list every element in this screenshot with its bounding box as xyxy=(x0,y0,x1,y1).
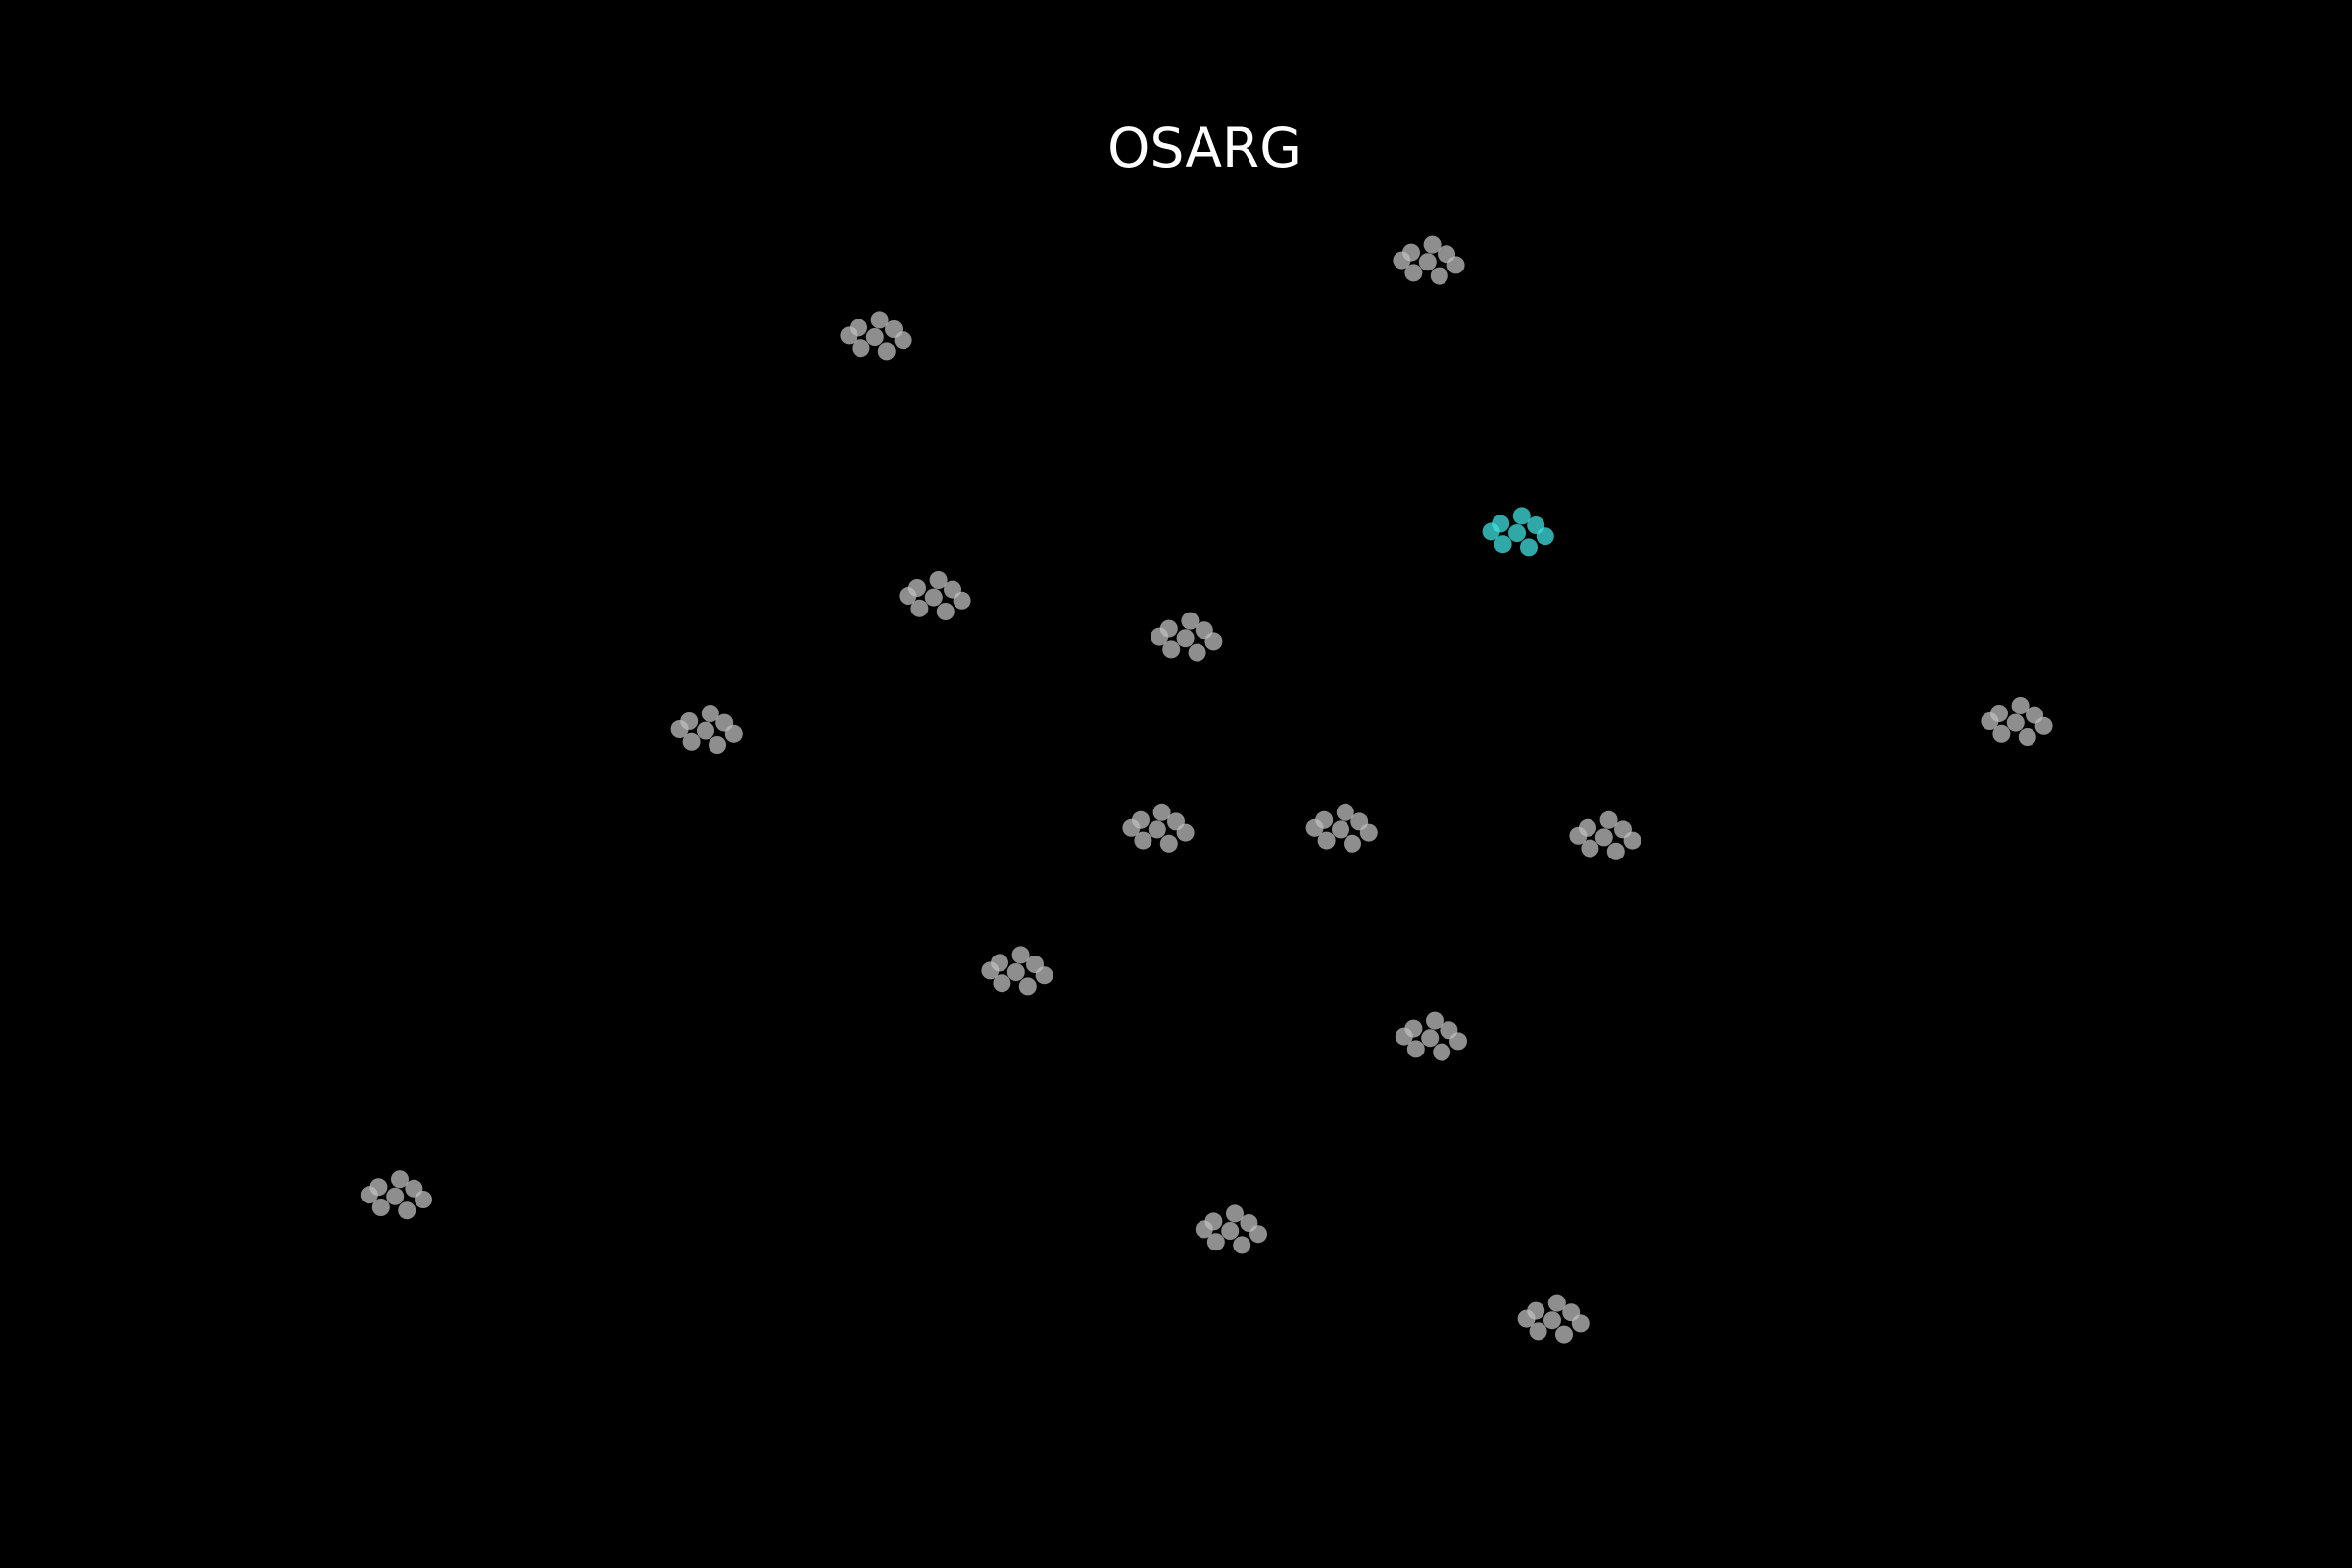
point xyxy=(1359,823,1378,842)
point xyxy=(360,1186,378,1204)
point xyxy=(1430,267,1448,285)
point xyxy=(398,1201,416,1220)
point xyxy=(1035,966,1054,985)
point xyxy=(1529,1322,1547,1341)
point xyxy=(1233,1236,1251,1254)
point xyxy=(1423,235,1442,254)
point xyxy=(1152,803,1171,821)
point xyxy=(1623,831,1642,850)
point xyxy=(1508,524,1526,542)
point xyxy=(682,732,701,751)
point xyxy=(1418,253,1437,271)
point xyxy=(1011,946,1030,964)
point xyxy=(1176,629,1195,648)
point xyxy=(1421,1029,1440,1048)
point xyxy=(1406,1040,1425,1058)
point xyxy=(840,326,858,345)
point xyxy=(1599,810,1618,829)
point xyxy=(697,721,714,740)
point xyxy=(2011,697,2030,714)
point xyxy=(386,1187,405,1205)
point xyxy=(724,724,743,743)
point xyxy=(1512,507,1531,525)
point xyxy=(371,1199,390,1216)
point xyxy=(709,736,726,754)
point xyxy=(1226,1204,1244,1223)
point xyxy=(924,588,943,607)
point xyxy=(1517,1309,1536,1328)
point xyxy=(1204,632,1223,651)
point xyxy=(870,311,889,329)
point xyxy=(1188,643,1206,662)
point xyxy=(1151,627,1169,646)
point xyxy=(981,961,1000,980)
point xyxy=(1305,818,1324,837)
point xyxy=(877,342,896,361)
point xyxy=(701,705,719,722)
point xyxy=(2018,728,2036,746)
point xyxy=(1206,1233,1225,1251)
point xyxy=(852,339,870,358)
point xyxy=(1446,256,1465,274)
point xyxy=(1404,264,1423,282)
point xyxy=(1395,1027,1413,1046)
point xyxy=(1159,834,1178,853)
point xyxy=(1482,522,1500,541)
point xyxy=(1134,831,1152,850)
point xyxy=(1250,1225,1267,1244)
point xyxy=(415,1191,432,1208)
point xyxy=(910,599,929,617)
point xyxy=(1981,712,1999,730)
point xyxy=(1122,818,1141,837)
point xyxy=(1992,724,2011,743)
point xyxy=(1606,842,1625,860)
point xyxy=(953,591,971,610)
point xyxy=(1594,828,1613,847)
point xyxy=(2006,713,2025,732)
point xyxy=(1536,527,1554,546)
point xyxy=(1571,1314,1590,1333)
point xyxy=(899,587,917,605)
point xyxy=(1581,839,1599,858)
point xyxy=(1221,1222,1240,1240)
point xyxy=(391,1170,409,1189)
point xyxy=(2034,716,2053,735)
point xyxy=(1569,826,1588,845)
point xyxy=(894,331,912,350)
point xyxy=(1332,820,1349,839)
point xyxy=(1520,538,1538,557)
point xyxy=(1317,831,1336,850)
point xyxy=(1494,535,1512,554)
point xyxy=(1336,803,1354,821)
point xyxy=(1176,823,1195,842)
chart-title: OSARG xyxy=(1107,117,1301,179)
point xyxy=(993,974,1011,993)
point xyxy=(1547,1294,1566,1312)
point xyxy=(1426,1011,1444,1030)
point xyxy=(1544,1311,1561,1330)
point xyxy=(1018,977,1037,996)
point xyxy=(1555,1325,1573,1344)
point xyxy=(1006,963,1025,981)
point xyxy=(1162,640,1181,659)
point xyxy=(1393,251,1411,270)
point xyxy=(1148,820,1166,839)
point xyxy=(670,720,689,738)
point xyxy=(1181,612,1200,630)
point xyxy=(1449,1032,1467,1051)
point xyxy=(929,571,948,589)
point xyxy=(1344,834,1361,853)
point xyxy=(1433,1043,1451,1061)
point xyxy=(865,328,884,346)
point xyxy=(936,603,955,620)
point xyxy=(1195,1220,1213,1239)
